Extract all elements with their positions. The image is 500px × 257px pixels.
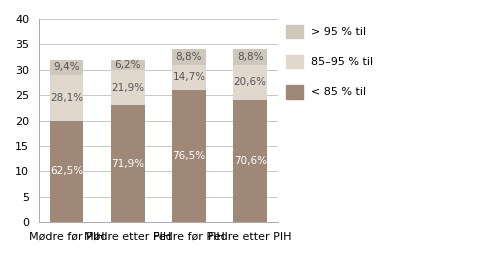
Text: 14,7%: 14,7%	[172, 72, 206, 82]
Bar	[172, 65, 206, 90]
Text: 76,5%: 76,5%	[172, 151, 206, 161]
Text: 8,8%: 8,8%	[176, 52, 202, 62]
Bar	[111, 70, 144, 105]
Bar	[111, 105, 144, 222]
Bar	[50, 75, 84, 121]
Text: 8,8%: 8,8%	[237, 52, 264, 62]
Bar	[172, 90, 206, 222]
Bar	[50, 121, 84, 222]
Bar	[234, 100, 267, 222]
Text: 21,9%: 21,9%	[111, 82, 144, 93]
Bar	[111, 60, 144, 70]
Text: 6,2%: 6,2%	[114, 60, 141, 70]
Legend: > 95 % til, 85–95 % til, < 85 % til: > 95 % til, 85–95 % til, < 85 % til	[286, 25, 374, 98]
Bar	[234, 50, 267, 65]
Bar	[172, 50, 206, 65]
Bar	[234, 65, 267, 100]
Bar	[50, 60, 84, 75]
Text: 28,1%: 28,1%	[50, 93, 83, 103]
Text: 71,9%: 71,9%	[111, 159, 144, 169]
Text: 20,6%: 20,6%	[234, 78, 266, 87]
Text: 70,6%: 70,6%	[234, 156, 266, 166]
Text: 9,4%: 9,4%	[54, 62, 80, 72]
Text: 62,5%: 62,5%	[50, 167, 83, 177]
